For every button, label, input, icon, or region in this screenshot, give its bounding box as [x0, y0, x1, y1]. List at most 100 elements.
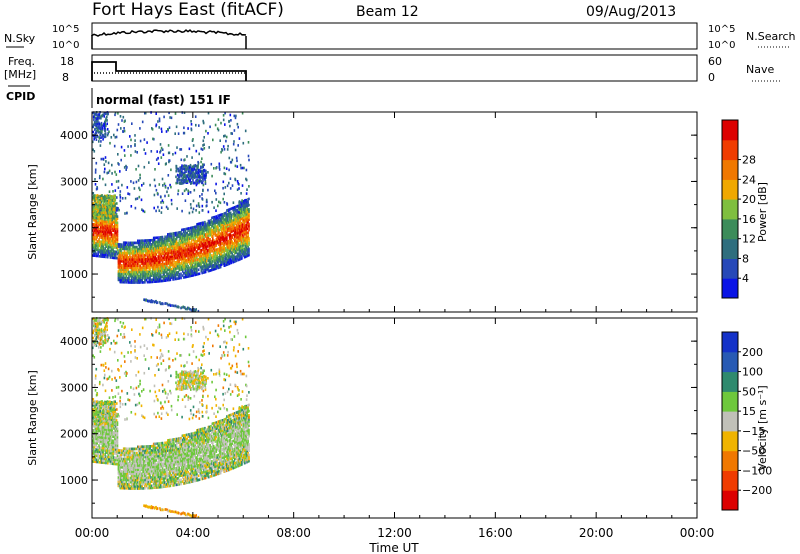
power-cell	[158, 255, 160, 258]
power-cell	[170, 257, 173, 261]
power-cell	[185, 174, 188, 178]
power-cell	[240, 257, 242, 261]
power-cell	[186, 181, 189, 184]
power-cell	[110, 207, 113, 210]
velocity-cell	[96, 435, 98, 439]
power-cell	[170, 263, 173, 267]
power-cell	[212, 243, 214, 246]
power-cell	[206, 245, 209, 248]
power-cell	[106, 239, 108, 242]
power-cell	[237, 246, 240, 249]
power-cell	[202, 265, 204, 268]
power-cell	[180, 268, 182, 271]
power-cell	[184, 307, 187, 311]
power-cell	[205, 200, 208, 204]
power-cell	[230, 247, 233, 250]
velocity-cell	[95, 435, 98, 439]
power-cell	[176, 173, 179, 177]
power-cell	[201, 148, 204, 151]
power-cell	[137, 260, 139, 263]
power-cell	[160, 206, 163, 209]
power-cell	[149, 241, 151, 244]
power-cell	[138, 195, 141, 199]
power-cell	[123, 120, 126, 123]
power-cell	[112, 205, 114, 208]
power-cell	[222, 197, 224, 201]
power-cell	[200, 147, 203, 151]
power-cell	[247, 252, 249, 255]
power-cell	[100, 157, 103, 161]
power-cell	[100, 195, 103, 198]
power-cell	[122, 268, 125, 271]
power-cell	[218, 260, 220, 263]
power-cell	[234, 218, 236, 222]
power-cell	[132, 277, 135, 280]
power-cell	[121, 257, 123, 261]
velocity-cell	[97, 425, 99, 428]
power-cell	[231, 207, 233, 210]
power-cell	[143, 245, 145, 249]
power-cell	[92, 239, 95, 243]
power-cell	[158, 126, 160, 129]
power-cell	[218, 224, 220, 228]
power-cell	[117, 257, 120, 261]
power-cell	[212, 222, 215, 225]
power-cell	[122, 278, 125, 282]
power-cell	[220, 213, 223, 216]
power-cell	[117, 112, 119, 115]
power-cell	[130, 205, 133, 208]
power-cell	[115, 250, 118, 254]
power-cell	[229, 255, 232, 259]
power-cell	[220, 225, 223, 229]
power-cell	[145, 239, 148, 242]
power-cell	[219, 224, 222, 227]
power-cell	[127, 258, 129, 261]
power-cell	[182, 255, 185, 258]
velocity-cell	[96, 448, 98, 451]
power-cell	[98, 113, 100, 116]
power-cell	[247, 198, 249, 201]
power-cell	[207, 269, 210, 273]
power-cell	[152, 259, 155, 263]
power-cell	[224, 111, 226, 115]
power-cell	[245, 228, 248, 231]
power-cell	[235, 257, 238, 260]
velocity-cell	[107, 443, 110, 446]
power-cell	[95, 112, 97, 116]
power-cell	[99, 255, 101, 258]
power-cell	[101, 251, 104, 254]
power-cell	[110, 252, 113, 255]
power-cell	[96, 120, 98, 124]
power-cell	[164, 279, 166, 282]
power-cell	[130, 279, 133, 282]
power-cell	[167, 194, 170, 197]
power-cell	[185, 265, 188, 268]
power-cell	[245, 234, 248, 237]
power-cell	[105, 216, 108, 219]
power-cell	[190, 264, 193, 267]
power-cell	[121, 243, 123, 246]
power-cell	[134, 250, 136, 253]
power-cell	[197, 226, 200, 230]
power-cell	[226, 223, 228, 227]
power-cell	[241, 166, 244, 170]
velocity-cell	[107, 457, 109, 461]
power-cell	[144, 253, 147, 257]
power-cell	[99, 242, 102, 246]
power-cell	[247, 254, 249, 257]
power-cell	[111, 199, 114, 202]
power-cell	[114, 199, 117, 202]
power-cell	[225, 211, 227, 215]
power-cell	[195, 183, 198, 187]
power-cell	[151, 280, 153, 284]
power-cell	[203, 252, 205, 255]
power-cell	[201, 265, 203, 268]
power-cell	[216, 225, 218, 228]
power-cell	[190, 266, 193, 269]
power-cell	[211, 247, 213, 251]
power-cell	[236, 227, 239, 231]
power-cell	[248, 216, 250, 219]
power-cell	[179, 237, 181, 240]
velocity-cell	[107, 434, 109, 438]
power-cell	[196, 235, 198, 239]
